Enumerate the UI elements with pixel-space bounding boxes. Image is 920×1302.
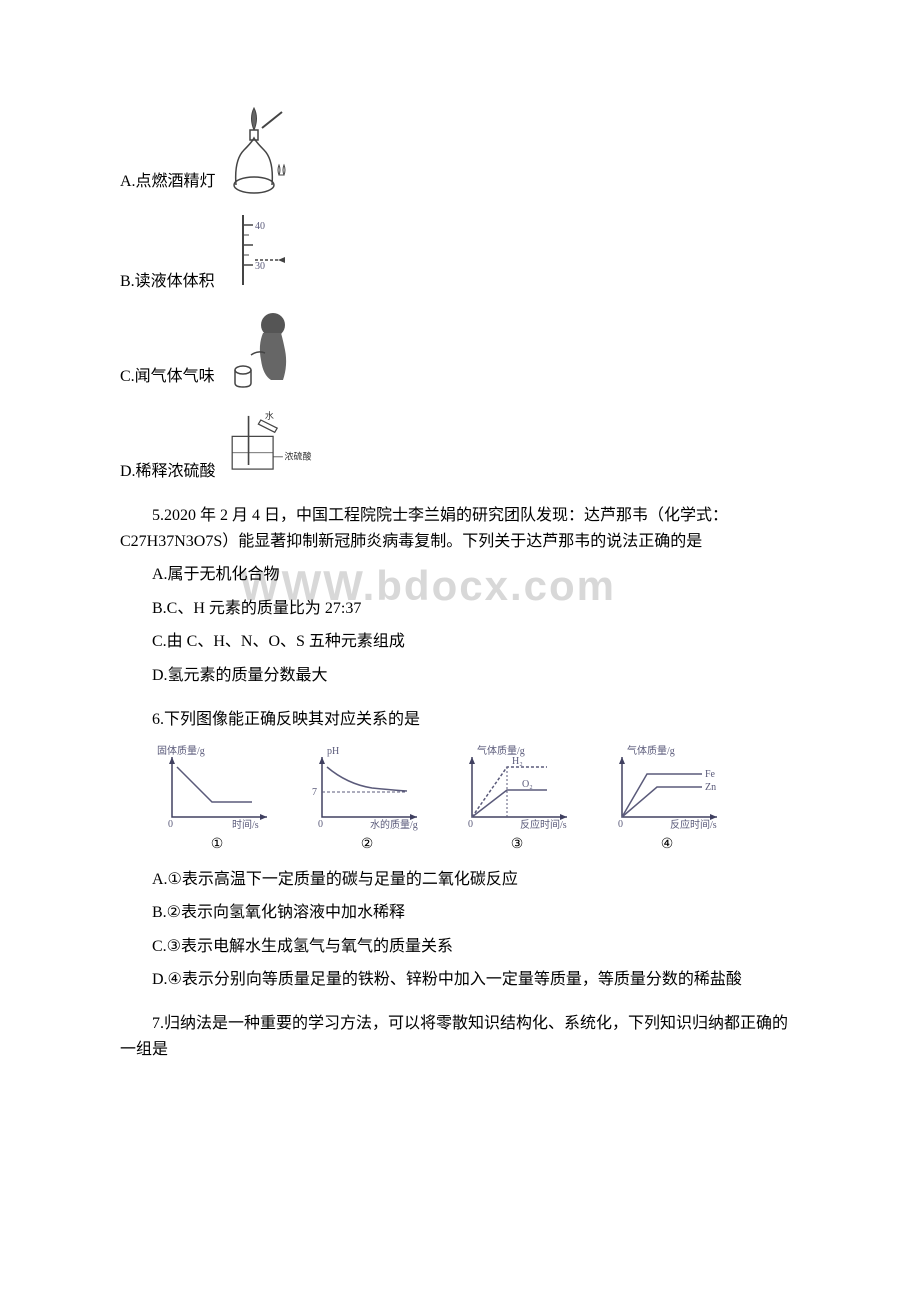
q4-option-c: C.闻气体气味 xyxy=(120,305,800,390)
q6-stem: 6.下列图像能正确反映其对应关系的是 xyxy=(120,707,800,733)
q5-stem: 5.2020 年 2 月 4 日，中国工程院院士李兰娟的研究团队发现：达芦那韦（… xyxy=(120,503,800,554)
chart-3-svg: 气体质量/g H₂ O₂ 0 反应时间/s xyxy=(452,742,582,832)
svg-text:0: 0 xyxy=(168,819,173,830)
q4-b-text: B.读液体体积 xyxy=(120,269,215,295)
svg-text:反应时间/s: 反应时间/s xyxy=(520,818,567,831)
q6-option-d: D.④表示分别向等质量足量的铁粉、锌粉中加入一定量等质量，等质量分数的稀盐酸 xyxy=(152,967,800,993)
svg-text:Zn: Zn xyxy=(705,782,716,793)
svg-text:30: 30 xyxy=(255,261,265,272)
svg-text:水的质量/g: 水的质量/g xyxy=(370,818,418,831)
alcohol-lamp-icon xyxy=(224,100,294,195)
q5-option-c: C.由 C、H、N、O、S 五种元素组成 xyxy=(152,629,800,655)
svg-text:0: 0 xyxy=(618,819,623,830)
chart-2-num: ② xyxy=(361,834,374,856)
svg-text:时间/s: 时间/s xyxy=(232,818,259,831)
svg-text:气体质量/g: 气体质量/g xyxy=(627,744,675,757)
q4-option-a: A.点燃酒精灯 xyxy=(120,100,800,195)
smell-gas-icon xyxy=(223,305,303,390)
q5-option-b: B.C、H 元素的质量比为 27:37 xyxy=(152,596,800,622)
q6-option-b: B.②表示向氢氧化钠溶液中加水稀释 xyxy=(152,900,800,926)
svg-text:7: 7 xyxy=(312,787,317,798)
svg-text:O₂: O₂ xyxy=(522,779,533,790)
q5-option-a: A.属于无机化合物 xyxy=(152,562,800,588)
q4-option-d: D.稀释浓硫酸 水 浓硫酸 xyxy=(120,400,800,485)
q6-option-a: A.①表示高温下一定质量的碳与足量的二氧化碳反应 xyxy=(152,867,800,893)
q6-chart-3: 气体质量/g H₂ O₂ 0 反应时间/s ③ xyxy=(452,742,582,856)
chart-3-num: ③ xyxy=(511,834,524,856)
dilute-acid-icon: 水 浓硫酸 xyxy=(224,400,314,485)
q4-option-b: B.读液体体积 40 30 xyxy=(120,205,800,295)
svg-text:反应时间/s: 反应时间/s xyxy=(670,818,717,831)
q4-a-text: A.点燃酒精灯 xyxy=(120,169,216,195)
svg-text:0: 0 xyxy=(318,819,323,830)
q4-c-text: C.闻气体气味 xyxy=(120,364,215,390)
q6-chart-4: 气体质量/g Fe Zn 0 反应时间/s ④ xyxy=(602,742,732,856)
svg-text:H₂: H₂ xyxy=(512,756,523,767)
chart-1-num: ① xyxy=(211,834,224,856)
q6-charts-row: 固体质量/g 0 时间/s ① pH 7 0 水的质量/g ② 气体质量/g xyxy=(152,742,800,856)
svg-text:固体质量/g: 固体质量/g xyxy=(157,745,205,757)
chart-1-svg: 固体质量/g 0 时间/s xyxy=(152,742,282,832)
q7-stem: 7.归纳法是一种重要的学习方法，可以将零散知识结构化、系统化，下列知识归纳都正确… xyxy=(120,1011,800,1062)
svg-text:pH: pH xyxy=(327,746,339,757)
measuring-cylinder-icon: 40 30 xyxy=(223,205,293,295)
q4-d-text: D.稀释浓硫酸 xyxy=(120,459,216,485)
svg-text:水: 水 xyxy=(264,410,273,421)
svg-text:40: 40 xyxy=(255,221,265,232)
svg-text:浓硫酸: 浓硫酸 xyxy=(284,450,311,461)
q6-option-c: C.③表示电解水生成氢气与氧气的质量关系 xyxy=(152,934,800,960)
chart-4-num: ④ xyxy=(661,834,674,856)
chart-4-svg: 气体质量/g Fe Zn 0 反应时间/s xyxy=(602,742,732,832)
chart-2-svg: pH 7 0 水的质量/g xyxy=(302,742,432,832)
q5-option-d: D.氢元素的质量分数最大 xyxy=(152,663,800,689)
q6-chart-1: 固体质量/g 0 时间/s ① xyxy=(152,742,282,856)
svg-text:0: 0 xyxy=(468,819,473,830)
q6-chart-2: pH 7 0 水的质量/g ② xyxy=(302,742,432,856)
svg-text:Fe: Fe xyxy=(705,769,716,780)
